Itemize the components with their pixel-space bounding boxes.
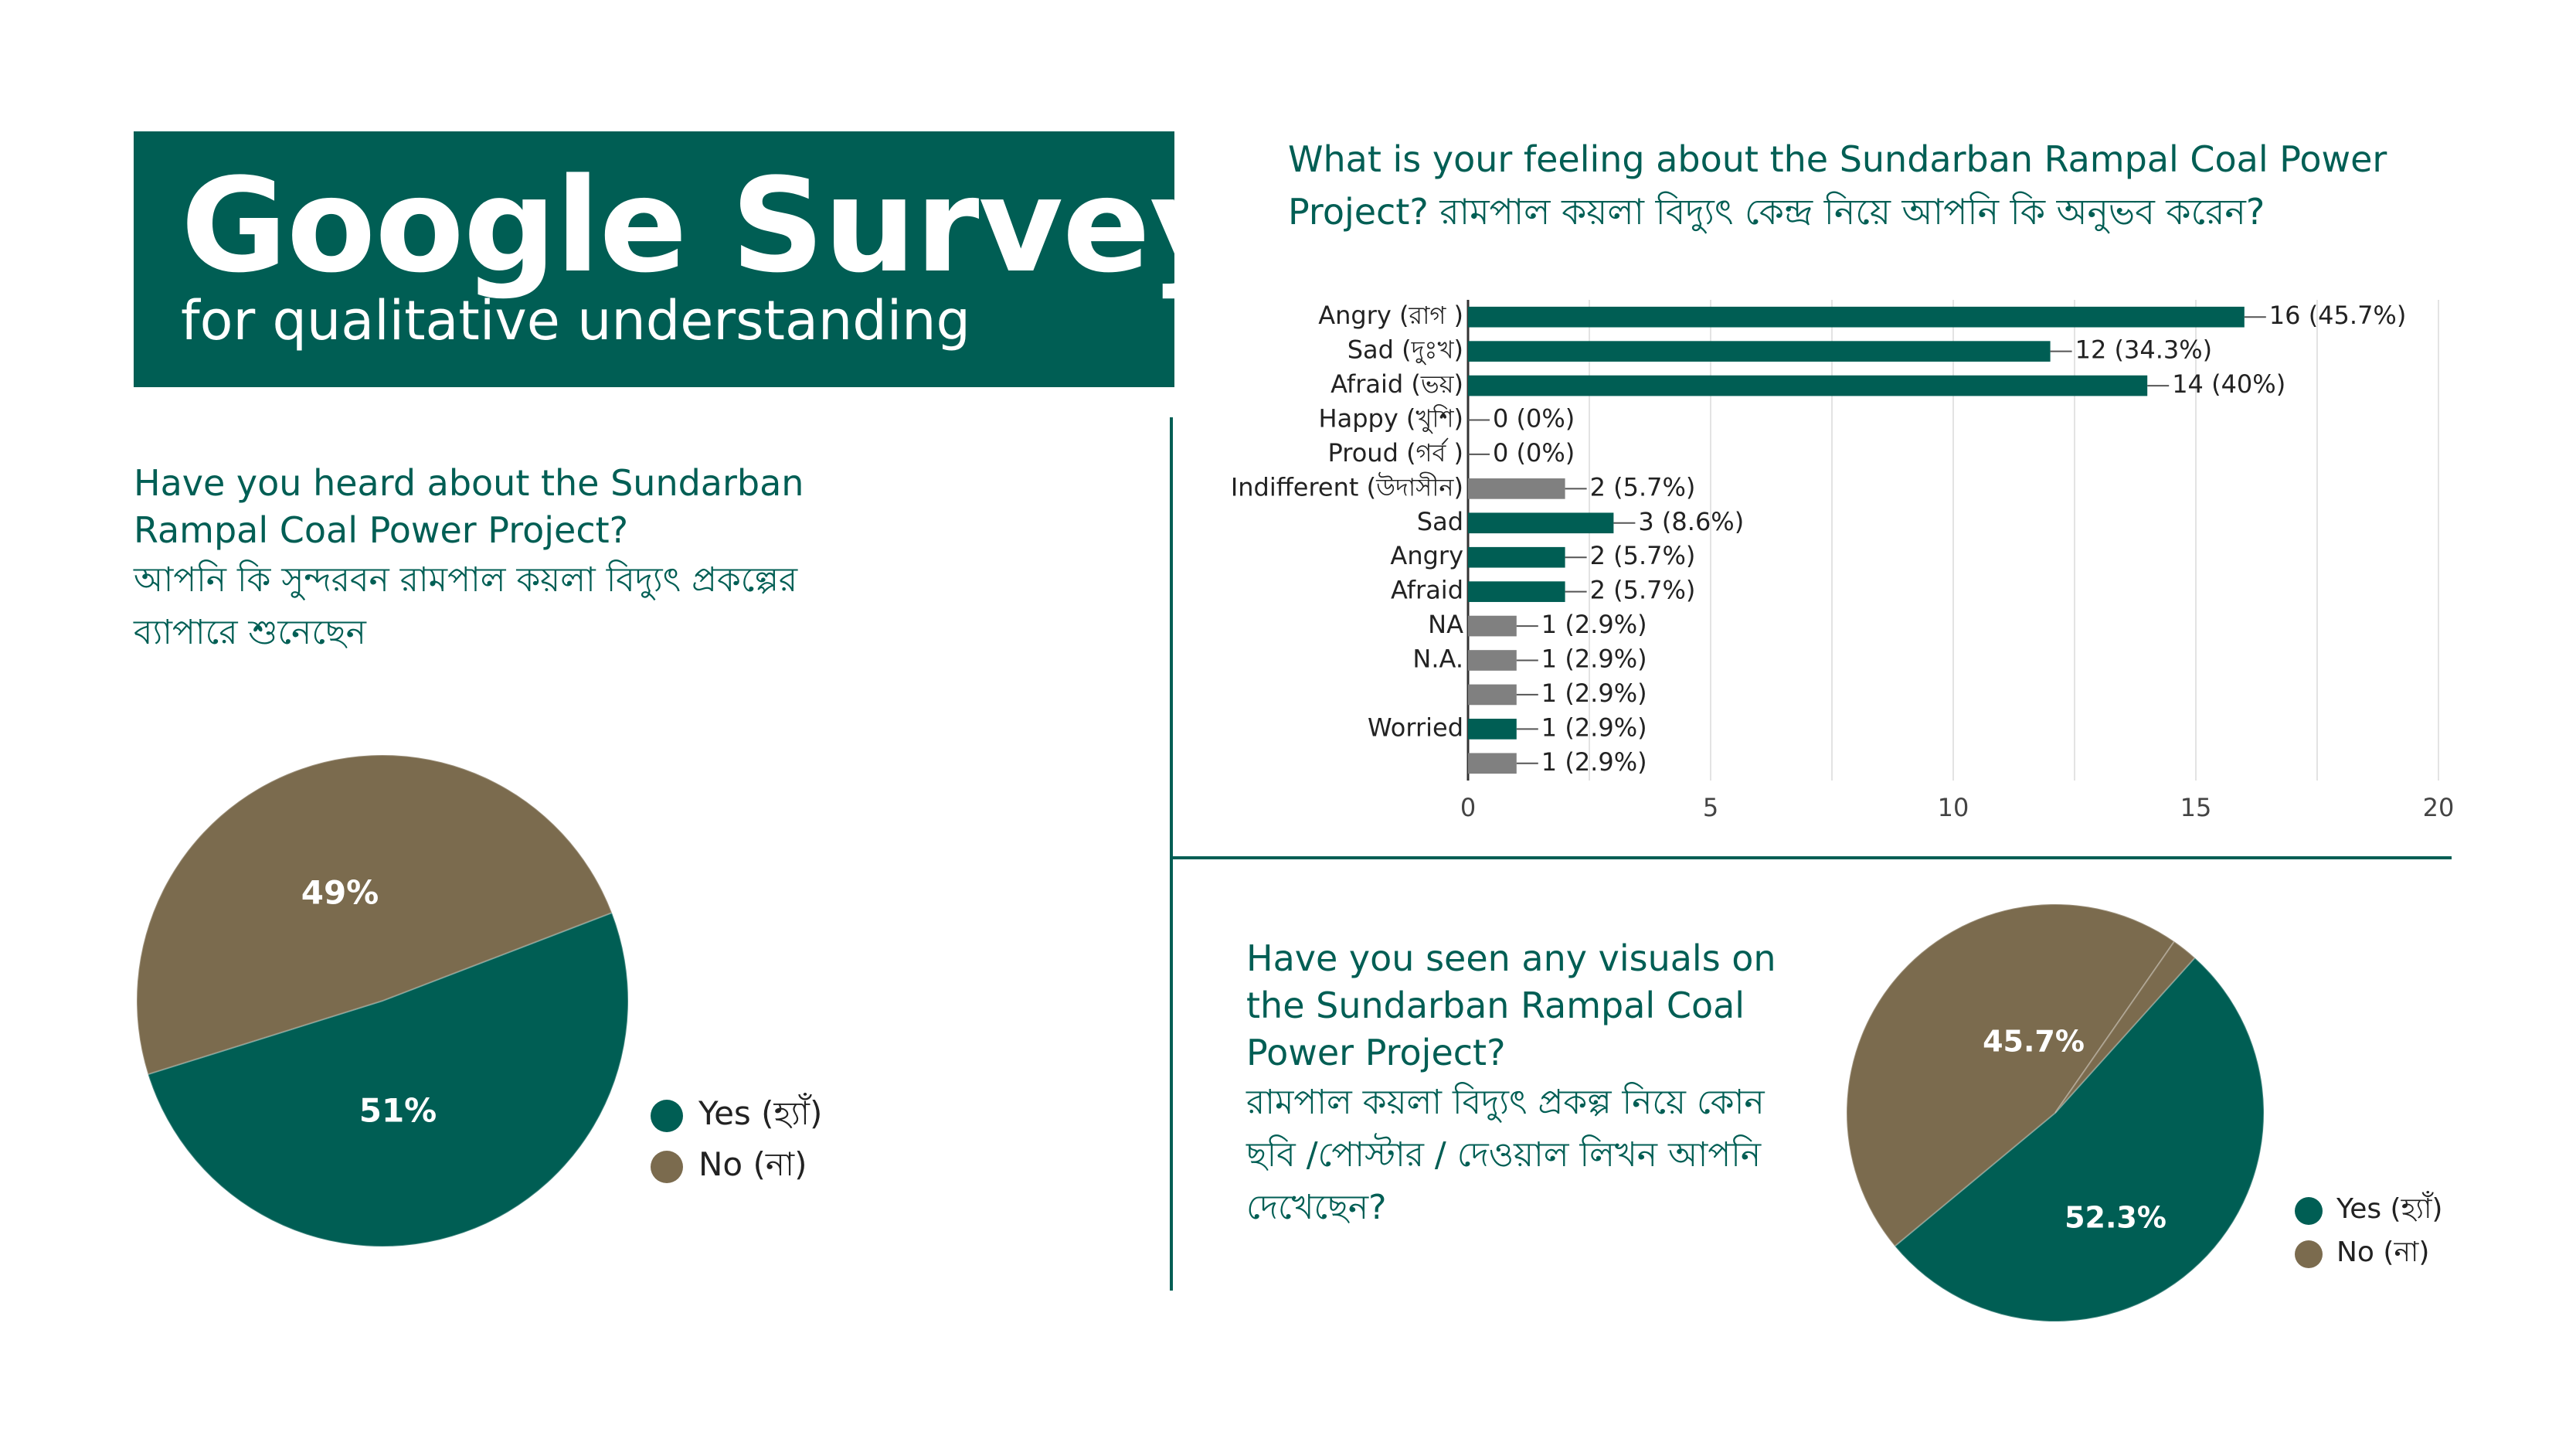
category-label: Angry: [1390, 541, 1463, 570]
bar-value-label: 2 (5.7%): [1590, 541, 1696, 570]
legend-item-no: No (না): [651, 1139, 807, 1194]
pie-value-label: 45.7%: [1983, 1025, 2085, 1059]
bar-value-label: 16 (45.7%): [2269, 301, 2407, 330]
page-title: Google Survey: [181, 150, 1234, 301]
horizontal-divider: [1172, 856, 2452, 859]
bar: [1468, 650, 1517, 671]
question-1-bn-line: আপনি কি সুন্দরবন রামপাল কয়লা বিদ্যুৎ প্…: [134, 560, 798, 600]
category-label: Angry (রাগ ): [1318, 301, 1463, 330]
bar: [1468, 546, 1565, 568]
category-label: Happy (খুশি): [1319, 404, 1463, 434]
legend-label-no: No (না): [698, 1145, 807, 1183]
category-label: Worried: [1368, 713, 1463, 742]
pie-slice: [1893, 956, 2265, 1322]
legend-swatch-no: [651, 1150, 683, 1183]
pie-slice: [2054, 940, 2197, 1114]
bar: [1468, 719, 1517, 740]
pie-slice: [147, 911, 629, 1247]
question-1-en-line: Have you heard about the Sundarban: [134, 462, 804, 504]
category-label: Proud (গর্ব ): [1328, 438, 1463, 468]
bar-value-label: 12 (34.3%): [2075, 335, 2213, 365]
question-2-mixed-line: Project? রামপাল কয়লা বিদ্যুৎ কেন্দ্র নি…: [1288, 191, 2265, 233]
question-1-bn-line: ব্যাপারে শুনেছেন: [134, 613, 366, 652]
bar-value-label: 1 (2.9%): [1541, 747, 1647, 777]
bar-value-label: 1 (2.9%): [1541, 679, 1647, 708]
bar-value-label: 0 (0%): [1493, 404, 1575, 434]
question-2-en-line: What is your feeling about the Sundarban…: [1288, 138, 2387, 180]
question-1-en-line: Rampal Coal Power Project?: [134, 509, 629, 551]
bar: [1468, 375, 2148, 396]
category-label: Afraid (ভয়): [1330, 369, 1463, 399]
category-label: NA: [1428, 610, 1463, 639]
pie-slice: [136, 754, 613, 1076]
x-tick-label: 20: [2423, 793, 2455, 822]
bar: [1468, 684, 1517, 706]
x-tick-label: 5: [1703, 793, 1718, 822]
bar-value-label: 1 (2.9%): [1541, 713, 1647, 742]
question-3-bn-line: ছবি /পোস্টার / দেওয়াল লিখন আপনি: [1246, 1135, 1762, 1175]
x-tick-label: 10: [1938, 793, 1969, 822]
pie-chart-heard: 51% 49%: [136, 754, 629, 1247]
category-label: N.A.: [1412, 645, 1463, 674]
bar-value-label: 2 (5.7%): [1590, 576, 1696, 605]
legend-item-yes: Yes (হ্যাঁ): [651, 1088, 822, 1143]
bar: [1468, 512, 1614, 534]
legend-swatch-yes: [651, 1099, 683, 1132]
pie-value-label: 52.3%: [2065, 1201, 2166, 1235]
bar: [1468, 306, 2245, 328]
legend-item-yes: Yes (হ্যাঁ): [2295, 1188, 2442, 1234]
bar: [1468, 341, 2051, 362]
x-tick-label: 15: [2180, 793, 2212, 822]
page-subtitle: for qualitative understanding: [181, 289, 970, 352]
pie-value-label: 51%: [359, 1092, 437, 1130]
category-label: Sad: [1417, 507, 1463, 536]
pie-slice: [1846, 903, 2176, 1247]
bar-value-label: 14 (40%): [2172, 369, 2285, 399]
question-3-en-line: Power Project?: [1246, 1032, 1506, 1073]
x-tick-label: 0: [1460, 793, 1476, 822]
bar: [1468, 478, 1565, 499]
bar-value-label: 3 (8.6%): [1638, 507, 1744, 536]
bar: [1468, 615, 1517, 637]
question-3-bn-line: দেখেছেন?: [1246, 1188, 1387, 1227]
legend-label-yes: Yes (হ্যাঁ): [698, 1094, 823, 1132]
legend-swatch-no: [2295, 1240, 2323, 1268]
question-3-en-line: the Sundarban Rampal Coal: [1246, 985, 1745, 1026]
question-3: Have you seen any visuals on the Sundarb…: [1246, 935, 1864, 1234]
legend-label-no: No (না): [2336, 1236, 2430, 1268]
bar-value-label: 1 (2.9%): [1541, 610, 1647, 639]
category-label: Afraid: [1391, 576, 1463, 605]
title-banner: Google Survey for qualitative understand…: [134, 131, 1234, 387]
pie-chart-visuals: 52.3% 45.7%: [1846, 903, 2265, 1322]
bar-value-label: 1 (2.9%): [1541, 645, 1647, 674]
legend-item-no: No (না): [2295, 1231, 2429, 1277]
vertical-divider: [1170, 417, 1173, 1291]
bar: [1468, 753, 1517, 774]
question-3-bn-line: রামপাল কয়লা বিদ্যুৎ প্রকল্প নিয়ে কোন: [1246, 1083, 1765, 1122]
bar-value-label: 2 (5.7%): [1590, 472, 1696, 502]
question-1: Have you heard about the Sundarban Rampa…: [134, 460, 906, 659]
bar-value-label: 0 (0%): [1493, 438, 1575, 468]
bar: [1468, 581, 1565, 602]
question-3-en-line: Have you seen any visuals on: [1246, 937, 1776, 979]
bar-chart-feelings: 16 (45.7%) Angry (রাগ ) 12 (34.3%) Sad (দুঃ…: [1231, 300, 2455, 822]
category-label: Indifferent (উদাসীন): [1231, 471, 1463, 502]
question-2: What is your feeling about the Sundarban…: [1288, 133, 2524, 238]
pie-value-label: 49%: [301, 874, 379, 912]
legend-label-yes: Yes (হ্যাঁ): [2336, 1193, 2443, 1225]
legend-swatch-yes: [2295, 1197, 2323, 1225]
category-label: Sad (দুঃখ): [1347, 335, 1463, 366]
